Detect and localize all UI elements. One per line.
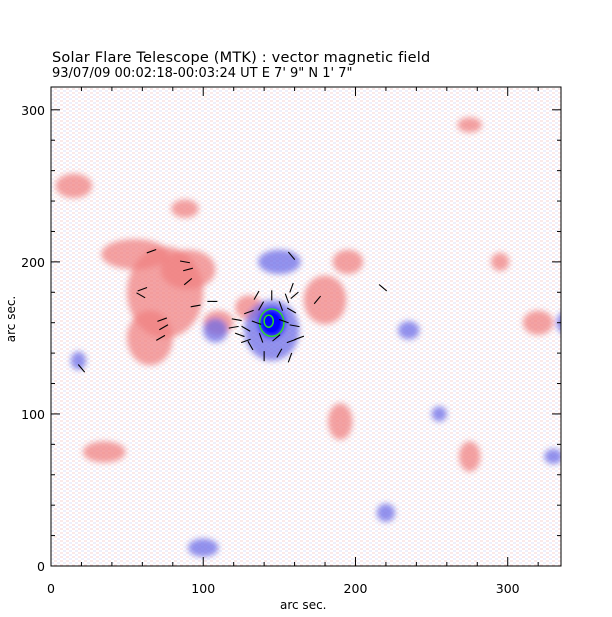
positive-region-10 [328, 403, 353, 440]
field-vector-13 [284, 293, 290, 304]
positive-region-7 [332, 249, 364, 275]
axis-ticks [50, 87, 561, 567]
field-vector-1 [179, 260, 190, 264]
field-vector-4 [136, 292, 146, 299]
x-tick-label-300: 300 [496, 581, 520, 596]
field-vector-11 [253, 290, 260, 300]
positive-region-13 [457, 117, 482, 133]
chart-title: Solar Flare Telescope (MTK) : vector mag… [52, 50, 431, 66]
field-regions [55, 117, 561, 557]
field-vector-27 [251, 320, 262, 325]
field-vector-19 [247, 340, 254, 351]
field-vector-0 [146, 249, 157, 254]
positive-region-2 [101, 239, 169, 270]
x-tick-label-100: 100 [191, 581, 215, 596]
y-tick-label-0: 0 [37, 559, 45, 574]
field-vector-36 [287, 352, 293, 363]
positive-region-14 [490, 252, 510, 271]
negative-region-22 [188, 538, 219, 557]
y-tick-label-300: 300 [21, 103, 45, 118]
positive-region-3 [127, 310, 173, 366]
field-vector-21 [244, 309, 254, 315]
field-vector-28 [231, 318, 242, 322]
field-vector-3 [137, 287, 148, 292]
y-axis-title: arc sec. [4, 295, 19, 343]
x-axis-title: arc sec. [280, 598, 327, 612]
field-contours [258, 308, 285, 338]
field-vector-7 [159, 324, 169, 331]
x-tick-label-200: 200 [344, 581, 368, 596]
field-vector-32 [313, 295, 322, 305]
chart-subtitle: 93/07/09 00:02:18-00:03:24 UT E 7' 9" N … [52, 66, 353, 81]
field-vector-9 [190, 304, 201, 308]
contour-line-0 [258, 308, 285, 338]
field-vector-15 [289, 324, 300, 328]
field-vector-10 [77, 364, 86, 373]
negative-region-18 [203, 318, 228, 343]
field-vector-31 [240, 338, 251, 344]
umbra-region-26 [258, 307, 286, 338]
field-vector-25 [272, 334, 281, 342]
plot-background [51, 87, 561, 566]
x-tick-label-0: 0 [47, 581, 55, 596]
negative-region-19 [398, 321, 420, 340]
field-vector-29 [228, 325, 239, 329]
field-vector-14 [286, 307, 297, 314]
field-vector-33 [378, 284, 388, 292]
field-vector-35 [290, 291, 299, 299]
negative-region-23 [376, 503, 396, 522]
field-vector-20 [241, 325, 251, 332]
positive-region-9 [171, 199, 199, 218]
contour-line-1 [263, 314, 275, 329]
negative-region-17 [258, 249, 301, 275]
field-vector-22 [258, 301, 265, 311]
field-vector-2 [183, 267, 193, 272]
axis-tick-labels: 0 100 200 300 0 100 200 300 [21, 103, 520, 596]
negative-region-21 [431, 406, 447, 422]
negative-region-24 [544, 448, 561, 465]
field-vector-24 [279, 318, 289, 324]
field-vector-37 [294, 335, 305, 341]
positive-region-6 [303, 275, 347, 325]
field-vector-30 [234, 332, 245, 338]
field-vector-38 [287, 251, 296, 260]
positive-region-12 [82, 441, 126, 463]
positive-region-11 [459, 441, 481, 472]
positive-region-8 [55, 173, 93, 199]
field-vector-34 [289, 282, 294, 293]
plot-frame [50, 86, 562, 567]
y-tick-label-100: 100 [21, 407, 45, 422]
negative-region-20 [70, 351, 87, 370]
field-vector-23 [278, 301, 284, 311]
field-vector-17 [276, 348, 283, 358]
field-vector-6 [157, 317, 168, 322]
field-vector-26 [258, 333, 264, 343]
field-vectors [77, 249, 388, 373]
field-vector-5 [183, 278, 193, 286]
y-tick-label-200: 200 [21, 255, 45, 270]
positive-region-15 [522, 310, 554, 335]
field-vector-8 [156, 334, 166, 341]
